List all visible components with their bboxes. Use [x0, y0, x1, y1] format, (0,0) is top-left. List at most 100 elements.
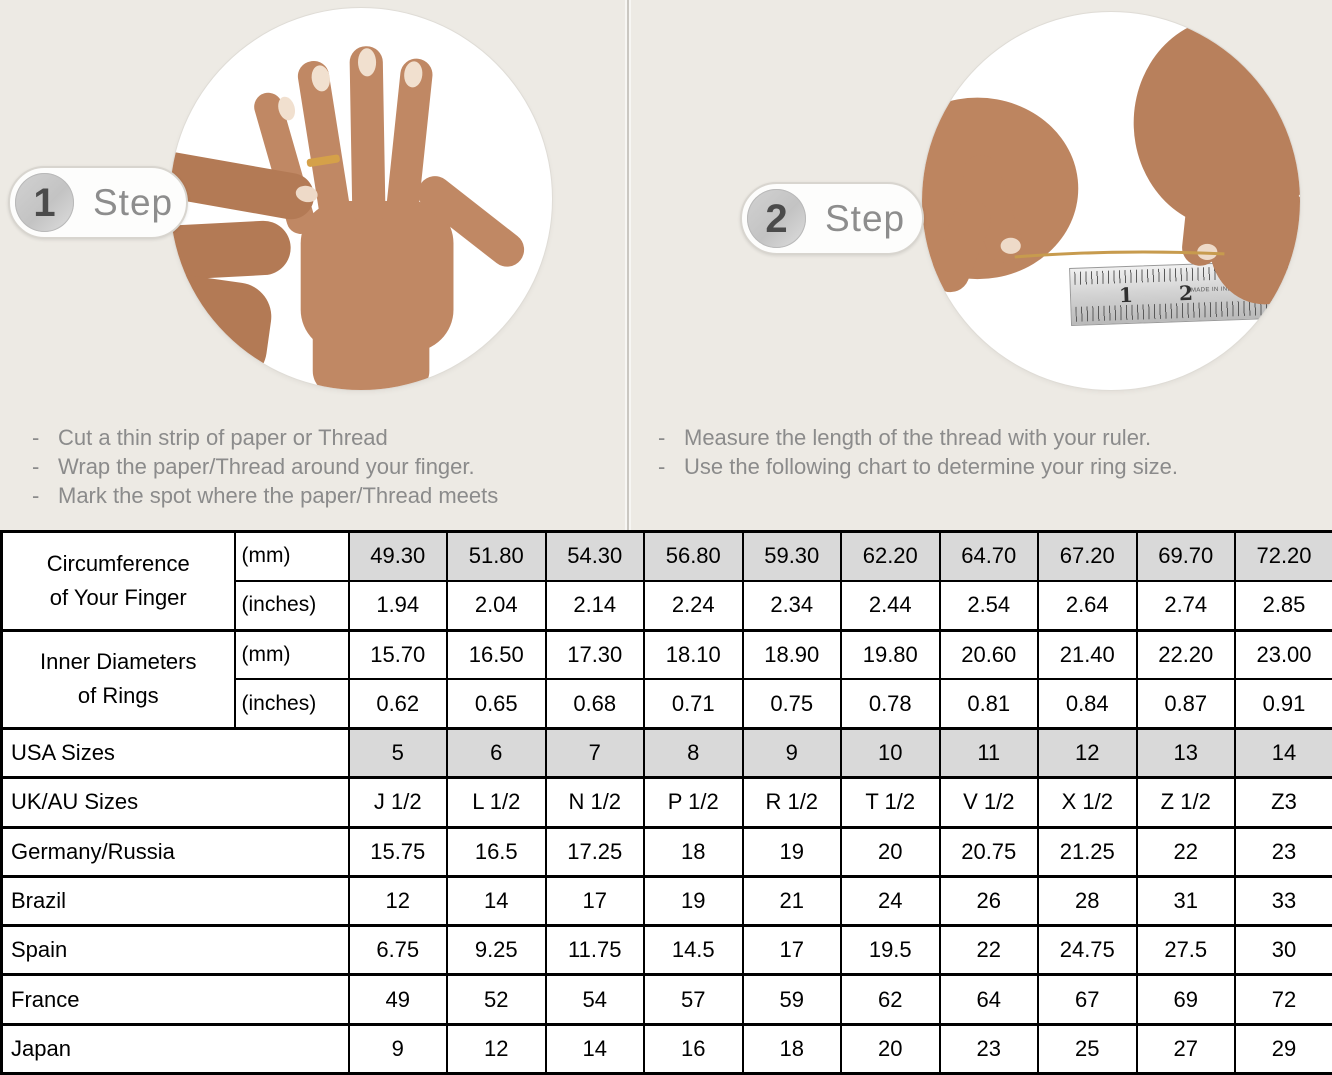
table-cell: 20.75: [938, 825, 1039, 878]
table-cell: 2.34: [741, 579, 842, 632]
left-thumbnail: [1000, 237, 1021, 254]
instruction-item: - Wrap the paper/Thread around your fing…: [32, 452, 498, 481]
table-cell: 11: [938, 727, 1039, 779]
table-cell: 2.14: [544, 579, 645, 632]
row-label: USA Sizes: [0, 727, 350, 779]
table-cell: 0.75: [741, 678, 842, 730]
table-cell: 18: [643, 825, 744, 878]
table-cell: 52: [446, 973, 547, 1026]
unit-label: (mm): [233, 529, 350, 582]
table-cell: 31: [1135, 874, 1236, 927]
table-cell: 27: [1135, 1022, 1236, 1075]
helper-fingernail: [295, 185, 318, 203]
table-cell: 2.04: [446, 579, 547, 632]
table-cell: 19: [741, 825, 842, 878]
hand-with-ring-illustration: [170, 46, 525, 390]
table-cell: 18: [741, 1022, 842, 1075]
table-cell: 0.65: [446, 678, 547, 730]
table-cell: 57: [643, 973, 744, 1026]
step-label: Step: [825, 197, 906, 239]
table-cell: 11.75: [544, 924, 645, 976]
table-cell: 10: [840, 727, 941, 779]
table-cell: 54: [544, 973, 645, 1026]
table-cell: 26: [938, 874, 1039, 927]
table-cell: 0.87: [1135, 678, 1236, 730]
table-cell: 8: [643, 727, 744, 779]
table-cell: 1.94: [347, 579, 448, 632]
step-1-instructions: - Cut a thin strip of paper or Thread - …: [32, 423, 498, 510]
main-hand: [254, 46, 525, 390]
table-cell: 23.00: [1234, 628, 1332, 681]
table-cell: 22: [1135, 825, 1236, 878]
table-cell: 62: [840, 973, 941, 1026]
table-cell: X 1/2: [1037, 776, 1138, 829]
table-cell: 0.62: [347, 678, 448, 730]
table-cell: 2.44: [840, 579, 941, 632]
instruction-text: Use the following chart to determine you…: [684, 454, 1179, 479]
table-cell: 15.70: [347, 628, 448, 681]
table-cell: 7: [544, 727, 645, 779]
table-cell: 9: [741, 727, 842, 779]
table-cell: 21.25: [1037, 825, 1138, 878]
table-cell: 62.20: [840, 529, 941, 582]
table-cell: 6: [446, 727, 547, 779]
table-cell: 67.20: [1037, 529, 1138, 582]
table-cell: 54.30: [544, 529, 645, 582]
table-cell: Z 1/2: [1135, 776, 1236, 829]
table-cell: 15.75: [347, 825, 448, 878]
table-cell: 14: [446, 874, 547, 927]
table-cell: 33: [1234, 874, 1332, 927]
table-cell: N 1/2: [544, 776, 645, 829]
table-cell: 23: [938, 1022, 1039, 1075]
table-cell: 0.91: [1234, 678, 1332, 730]
table-cell: P 1/2: [643, 776, 744, 829]
bullet-dash: -: [658, 425, 666, 450]
table-cell: 12: [446, 1022, 547, 1075]
table-cell: 0.78: [840, 678, 941, 730]
table-cell: J 1/2: [347, 776, 448, 829]
step-2-instructions: - Measure the length of the thread with …: [658, 423, 1178, 481]
step-2-photo: 1 2 3 MADE IN INDIA: [922, 12, 1300, 390]
row-label: Brazil: [0, 874, 350, 927]
table-cell: 2.24: [643, 579, 744, 632]
table-cell: 24: [840, 874, 941, 927]
table-cell: 0.84: [1037, 678, 1138, 730]
instruction-text: Cut a thin strip of paper or Thread: [58, 425, 388, 450]
instruction-text: Measure the length of the thread with yo…: [684, 425, 1152, 450]
row-label: France: [0, 973, 350, 1026]
row-group-label: Inner Diameters of Rings: [0, 628, 236, 730]
bullet-dash: -: [32, 483, 40, 508]
table-cell: 72.20: [1234, 529, 1332, 582]
table-cell: 12: [1037, 727, 1138, 779]
fingernails: [278, 48, 423, 121]
table-cell: 23: [1234, 825, 1332, 878]
table-cell: 0.68: [544, 678, 645, 730]
table-cell: 5: [347, 727, 448, 779]
table-cell: 56.80: [643, 529, 744, 582]
table-cell: 14.5: [643, 924, 744, 976]
table-cell: 0.71: [643, 678, 744, 730]
table-cell: 20.60: [938, 628, 1039, 681]
row-label: Spain: [0, 924, 350, 976]
left-hand: [922, 97, 1079, 293]
table-cell: 9.25: [446, 924, 547, 976]
table-cell: 20: [840, 1022, 941, 1075]
table-cell: T 1/2: [840, 776, 941, 829]
table-cell: 2.74: [1135, 579, 1236, 632]
instruction-item: - Use the following chart to determine y…: [658, 452, 1178, 481]
right-hand: [1133, 17, 1300, 305]
table-cell: 13: [1135, 727, 1236, 779]
unit-label: (inches): [233, 579, 350, 632]
table-cell: 17.30: [544, 628, 645, 681]
table-cell: 19.80: [840, 628, 941, 681]
table-cell: 17.25: [544, 825, 645, 878]
table-cell: 21.40: [1037, 628, 1138, 681]
table-cell: 9: [347, 1022, 448, 1075]
instruction-text: Wrap the paper/Thread around your finger…: [58, 454, 475, 479]
table-cell: 14: [544, 1022, 645, 1075]
unit-label: (mm): [233, 628, 350, 681]
step-number: 2: [765, 196, 788, 241]
row-label: Japan: [0, 1022, 350, 1075]
table-cell: 22.20: [1135, 628, 1236, 681]
